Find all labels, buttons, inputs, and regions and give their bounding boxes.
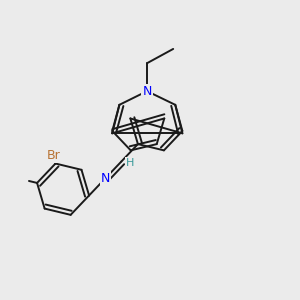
Text: N: N bbox=[142, 85, 152, 98]
Text: N: N bbox=[101, 172, 110, 184]
Text: H: H bbox=[126, 158, 135, 168]
Text: Br: Br bbox=[46, 149, 60, 162]
